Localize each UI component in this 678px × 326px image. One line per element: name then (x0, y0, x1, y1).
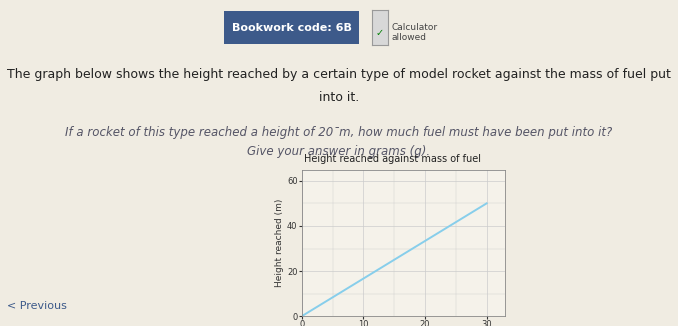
Text: Calculator: Calculator (392, 23, 438, 32)
Text: < Previous: < Previous (7, 302, 66, 311)
Text: Height reached against mass of fuel: Height reached against mass of fuel (304, 154, 481, 164)
Text: Give your answer in grams (g).: Give your answer in grams (g). (247, 145, 431, 158)
Y-axis label: Height reached (m): Height reached (m) (275, 199, 284, 287)
Text: The graph below shows the height reached by a certain type of model rocket again: The graph below shows the height reached… (7, 68, 671, 82)
Text: ✓: ✓ (376, 28, 384, 38)
Text: allowed: allowed (392, 33, 427, 42)
Text: Bookwork code: 6B: Bookwork code: 6B (232, 23, 351, 33)
Text: If a rocket of this type reached a height of 20¯m, how much fuel must have been : If a rocket of this type reached a heigh… (65, 126, 613, 139)
Text: into it.: into it. (319, 91, 359, 104)
